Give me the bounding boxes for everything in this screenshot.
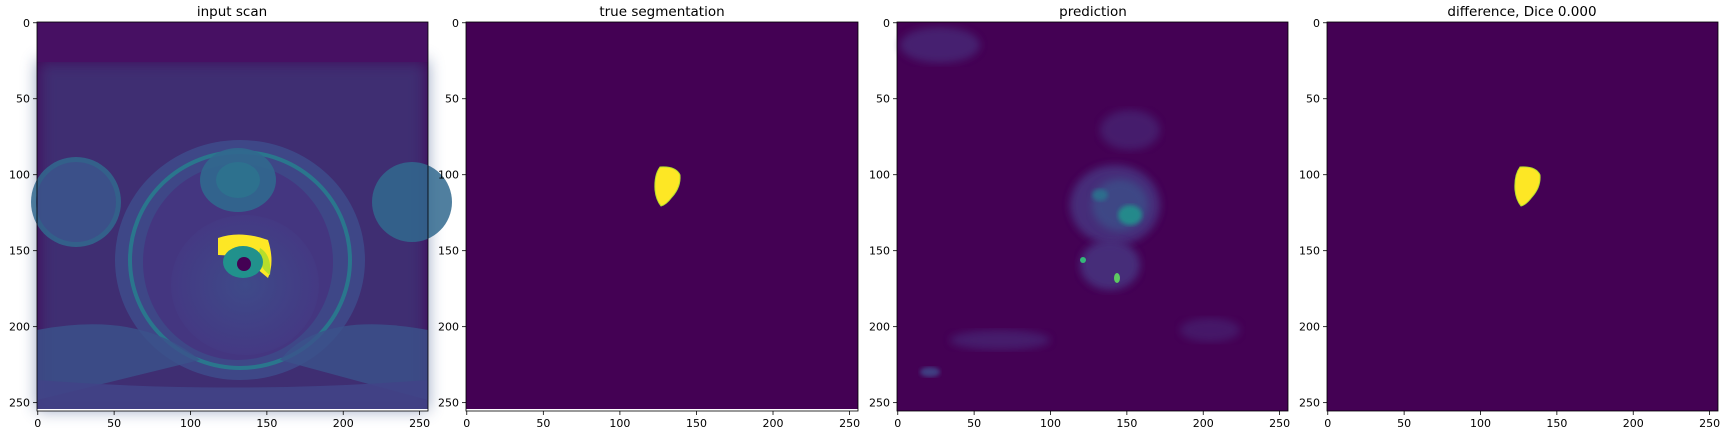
y-tick-label: 0 [23,17,30,30]
axes-frame [896,21,1289,412]
x-tick-label: 250 [1699,417,1720,430]
x-tick-label: 100 [1040,417,1061,430]
x-tick-label: 0 [894,417,901,430]
y-tick-label: 250 [869,397,890,410]
axes-frame [36,21,429,412]
y-tick-label: 0 [1313,17,1320,30]
x-tick-label: 0 [1324,417,1331,430]
x-tick-label: 50 [536,417,550,430]
y-tick-label: 200 [869,321,890,334]
axis-ticks: 0 50 100 150 200 250 0 50 100 150 200 250 0 50 100 150 2… [9,17,1720,430]
y-tick-label: 150 [438,245,459,258]
y-tick-label: 150 [869,245,890,258]
panel-input-scan: input scan [31,4,452,412]
y-tick-label: 250 [438,397,459,410]
y-tick-label: 250 [9,397,30,410]
x-tick-label: 100 [1470,417,1491,430]
y-tick-label: 0 [883,17,890,30]
panel-title: difference, Dice 0.000 [1447,4,1596,20]
x-tick-label: 250 [409,417,430,430]
y-tick-label: 0 [452,17,459,30]
panel-difference: difference, Dice 0.000 [1326,4,1719,412]
input-scan-image [31,22,452,411]
x-tick-label: 50 [1397,417,1411,430]
y-tick-label: 200 [9,321,30,334]
y-tick-label: 150 [9,245,30,258]
x-tick-label: 50 [107,417,121,430]
x-tick-label: 0 [34,417,41,430]
x-tick-label: 250 [839,417,860,430]
panel-title: true segmentation [599,4,724,20]
x-tick-label: 200 [333,417,354,430]
x-tick-label: 250 [1269,417,1290,430]
x-tick-label: 50 [967,417,981,430]
x-tick-label: 150 [686,417,707,430]
true-segmentation-image [466,22,858,411]
x-tick-label: 150 [1546,417,1567,430]
y-tick-label: 50 [16,93,30,106]
x-tick-label: 0 [463,417,470,430]
y-tick-label: 50 [1306,93,1320,106]
y-tick-label: 250 [1299,397,1320,410]
difference-image [1327,22,1718,411]
x-tick-label: 150 [256,417,277,430]
y-tick-label: 100 [1299,169,1320,182]
x-tick-label: 150 [1116,417,1137,430]
prediction-image [897,22,1288,411]
panel-title: input scan [197,4,267,20]
x-tick-label: 100 [180,417,201,430]
x-tick-label: 100 [609,417,630,430]
axes-frame [465,21,859,412]
y-tick-label: 100 [9,169,30,182]
panel-true-segmentation: true segmentation [465,4,859,412]
x-tick-label: 200 [1193,417,1214,430]
y-tick-label: 100 [869,169,890,182]
axes-frame [1326,21,1719,412]
y-tick-label: 50 [445,93,459,106]
x-tick-label: 200 [1623,417,1644,430]
panel-title: prediction [1059,4,1127,20]
x-tick-label: 200 [763,417,784,430]
y-tick-label: 200 [438,321,459,334]
y-tick-label: 100 [438,169,459,182]
panel-prediction: prediction [896,4,1289,412]
y-tick-label: 200 [1299,321,1320,334]
y-tick-label: 150 [1299,245,1320,258]
y-tick-label: 50 [876,93,890,106]
